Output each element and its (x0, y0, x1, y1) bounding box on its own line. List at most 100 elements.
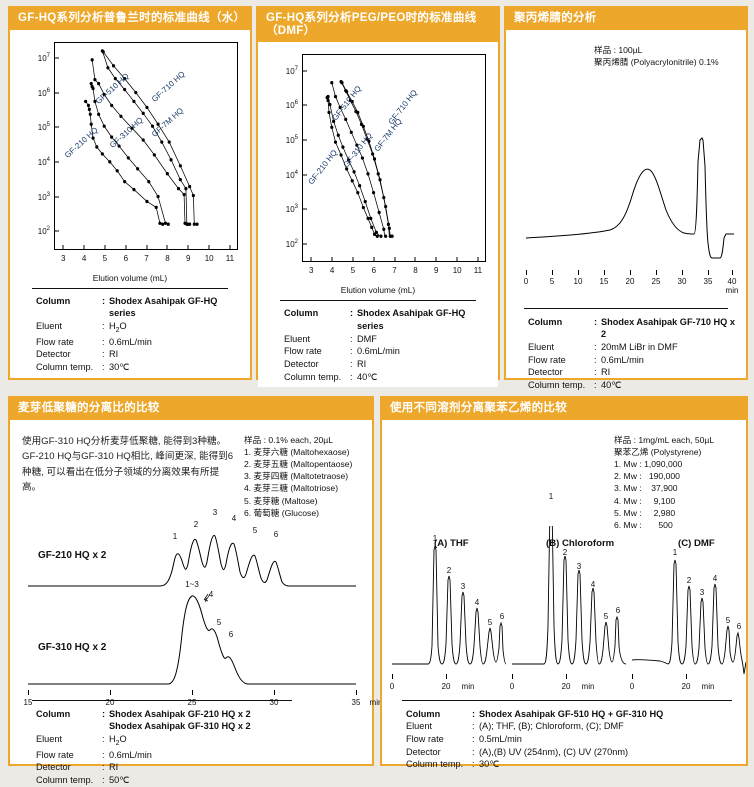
sample-list-panel5: 样品 : 1mg/mL each, 50µL 聚苯乙烯 (Polystyrene… (614, 434, 714, 532)
x-tick: 0 (629, 681, 635, 691)
panel-body: 样品 : 100µL 聚丙烯腈 (Polyacrylonitrile) 0.1%… (506, 29, 746, 390)
sample-item: 6. 葡萄糖 (Glucose) (244, 507, 319, 518)
sample-line: 聚丙烯腈 (Polyacrylonitrile) 0.1% (594, 56, 719, 67)
x-axis-unit: min (581, 681, 595, 691)
x-tick: 20 (625, 276, 635, 286)
spec-key: Column (36, 295, 71, 306)
peak-label: 6 (615, 605, 621, 615)
x-tick: 10 (573, 276, 583, 286)
chromatogram-chloroform: (B) Chloroform 1 2 3 4 5 6 0 20 min (510, 492, 626, 696)
chromatogram-trace (392, 545, 506, 665)
sample-item: 4. 麦芽三糖 (Maltotriose) (244, 483, 339, 494)
x-tick: 20 (441, 681, 451, 691)
spec-table-panel3: Column: Shodex Asahipak GF-710 HQ x 2 Elu… (528, 316, 740, 392)
spec-value: Shodex Asahipak GF-HQ series (109, 295, 218, 319)
panel-body: 样品 : 1mg/mL each, 50µL 聚苯乙烯 (Polystyrene… (382, 419, 746, 769)
spec-value: Shodex Asahipak GF-710 HQ x 2 (601, 316, 735, 340)
peak-label: 4 (590, 579, 596, 589)
spec-key: Column (36, 708, 71, 719)
y-tick: 103 (285, 204, 298, 214)
peak-label: 1 (432, 533, 438, 543)
spec-value: RI (109, 762, 119, 773)
peak-label: 3 (576, 561, 582, 571)
x-tick: 35 (703, 276, 713, 286)
spec-value: 30℃ (479, 759, 500, 770)
sample-item: 2. Mw : 190,000 (614, 471, 680, 482)
x-tick: 0 (389, 681, 395, 691)
sample-header: 样品 : 1mg/mL each, 50µL (614, 434, 715, 445)
x-tick: 6 (123, 253, 129, 263)
peak-label: 2 (193, 519, 199, 529)
spec-value: 0.6mL/min (109, 749, 152, 760)
x-tick: 5 (102, 253, 108, 263)
x-tick: 20 (681, 681, 691, 691)
x-tick: 40 (727, 276, 737, 286)
spec-key: Flow rate (36, 336, 74, 347)
peak-label: 5 (216, 617, 222, 627)
spec-value: (A); THF, (B); Chloroform, (C); DMF (479, 721, 624, 732)
spec-key: Eluent (528, 342, 555, 353)
spec-key: Flow rate (528, 354, 566, 365)
peak-label: 1 (672, 547, 678, 557)
spec-key: Column temp. (284, 371, 342, 382)
spec-value: 40℃ (357, 371, 378, 382)
y-tick: 102 (37, 226, 50, 236)
spec-table-panel4: Column: Shodex Asahipak GF-210 HQ x 2 Sho… (36, 708, 362, 787)
x-tick: 4 (81, 253, 87, 263)
peak-label: 4 (712, 573, 718, 583)
spec-key: Detector (36, 349, 71, 360)
x-tick: 0 (523, 276, 529, 286)
spec-table-panel2: Column: Shodex Asahipak GF-HQ series Elue… (284, 307, 488, 383)
chromatogram-polyacrylonitrile: 0 5 10 15 20 25 30 35 40 min (520, 88, 738, 295)
sample-item: 2. 麦芽五糖 (Maltopentaose) (244, 459, 353, 470)
x-tick: 11 (473, 266, 483, 276)
spec-value: Shodex Asahipak GF-510 HQ + GF-310 HQ (479, 708, 664, 719)
panel-peg-peo-calibration: GF-HQ系列分析PEG/PEO时的标准曲线（DMF） Molecular we… (256, 6, 500, 388)
spec-table-panel1: Column: Shodex Asahipak GF-HQ series Elue… (36, 295, 240, 374)
x-tick: 10 (204, 253, 214, 263)
chromatogram-thf: (A) THF 1 2 3 4 5 6 0 20 min (390, 526, 506, 696)
sample-info-panel3: 样品 : 100µL 聚丙烯腈 (Polyacrylonitrile) 0.1% (594, 44, 719, 68)
x-tick: 6 (371, 266, 377, 276)
sample-header: 样品 : 0.1% each, 20µL (244, 434, 334, 445)
spec-value: 0.6mL/min (109, 336, 152, 347)
calibration-curves (325, 80, 394, 239)
spec-key: Detector (406, 746, 441, 757)
sample-item: 1. 麦芽六糖 (Maltohexaose) (244, 446, 350, 457)
peak-label: 1 (548, 491, 554, 501)
y-tick: 105 (37, 122, 50, 133)
panel4-description: 使用GF-310 HQ分析麦芽低聚糖, 能得到3种糖。GF-210 HQ与GF-… (22, 435, 234, 494)
x-tick: 5 (350, 266, 356, 276)
spec-value: RI (601, 367, 611, 378)
spec-value-secondary: Shodex Asahipak GF-310 HQ x 2 (109, 721, 251, 732)
spec-value: H2O (109, 321, 127, 334)
spec-key: Eluent (36, 321, 63, 332)
spec-key: Column temp. (406, 759, 464, 770)
spec-key: Flow rate (36, 749, 74, 760)
peak-label: 1 (172, 531, 178, 541)
plot-area: 102 103 104 105 106 107 3 4 5 6 7 (286, 54, 486, 275)
y-tick: 107 (285, 65, 298, 76)
x-tick: 15 (599, 276, 609, 286)
x-tick: 4 (329, 266, 335, 276)
y-tick: 104 (285, 169, 298, 180)
sample-item: 3. Mw : 37,900 (614, 483, 678, 494)
spec-value: 0.6mL/min (601, 354, 644, 365)
spec-value: DMF (357, 333, 377, 344)
peak-label: 4 (474, 597, 480, 607)
spec-value: Shodex Asahipak GF-HQ series (357, 308, 466, 331)
spec-key: Eluent (36, 734, 63, 745)
x-axis-label: Elution volume (mL) (92, 272, 168, 283)
y-tick: 103 (37, 191, 50, 202)
x-tick: 20 (105, 697, 115, 707)
x-axis-unit: min (725, 285, 739, 295)
peak-label: 6 (228, 629, 234, 639)
spec-key: Detector (528, 367, 563, 378)
peak-label: 6 (273, 529, 279, 539)
x-tick: 30 (677, 276, 687, 286)
peak-label: 3 (699, 587, 705, 597)
peak-label: 5 (725, 615, 731, 625)
chromatogram-trace (512, 525, 626, 665)
calibration-chart-peg-peo: Molecular weight (PEG/PEO) 102 103 104 1… (262, 44, 494, 296)
trace-label-gf210: GF-210 HQ x 2 (38, 549, 107, 561)
